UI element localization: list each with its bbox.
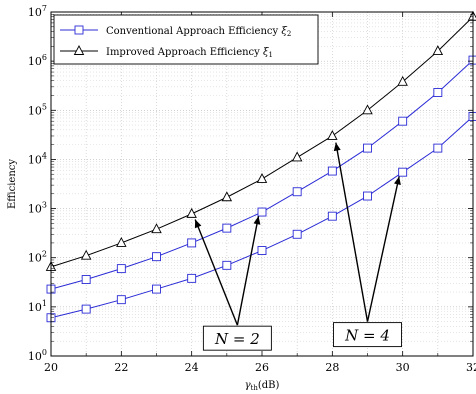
annotation-arrowhead [194,219,202,229]
data-point-2 [467,10,476,21]
data-point-0 [363,191,372,201]
data-point-0 [222,260,232,270]
data-point-0 [116,295,126,305]
legend-marker [74,25,84,35]
annotation-arrow [194,219,239,326]
y-tick-label: 107 [28,4,47,19]
data-point-1 [327,166,337,176]
x-tick-label: 26 [255,361,269,374]
data-point-0 [433,143,443,153]
data-point-1 [222,223,232,233]
data-point-0 [187,273,197,283]
data-point-1 [152,252,161,262]
annotations: N = 2 N = 4 [194,142,402,351]
x-tick-label: 22 [114,361,128,374]
data-point-2 [186,207,197,218]
x-tick-label: 20 [44,361,58,374]
data-point-2 [432,45,444,56]
series-line-0 [50,116,474,319]
annotation-box [202,325,272,351]
y-tick-label: 102 [28,250,47,265]
data-point-1 [398,116,408,126]
legend-marker [73,45,85,55]
x-tick-label: 30 [396,361,410,374]
x-axis-label: γth(dB) [245,380,280,392]
annotation-arrowhead [253,216,261,225]
data-point-1 [187,238,197,248]
y-tick-label: 104 [28,151,47,166]
annotation-arrow [366,176,400,322]
data-point-2 [221,191,233,202]
annotation-label: N = 2 [214,330,260,348]
data-point-0 [327,211,337,221]
annotation-arrowhead [394,176,401,186]
y-tick-label: 103 [28,201,47,216]
x-tick-label: 28 [325,361,339,374]
y-tick-label: 100 [28,348,47,363]
legend-label: Improved Approach Efficiency ξ1 [106,47,273,59]
data-point-1 [116,264,126,274]
data-point-2 [362,104,373,115]
annotation-label: N = 4 [344,327,390,345]
y-tick-label: 101 [28,299,47,314]
data-point-2 [256,173,268,183]
data-point-1 [81,275,91,284]
annotation-arrowhead [333,142,341,152]
data-point-2 [397,75,408,86]
data-point-2 [116,236,127,247]
data-point-0 [152,284,161,294]
annotation-arrow [335,142,369,322]
data-point-1 [363,143,372,153]
legend-box [53,14,319,65]
data-point-2 [327,130,338,140]
x-tick-label: 24 [185,361,199,374]
legend-label: Conventional Approach Efficiency ξ2 [106,26,291,38]
data-point-2 [80,249,92,260]
data-point-1 [257,207,267,217]
data-point-0 [257,246,267,255]
legend: Conventional Approach Efficiency ξ2 Impro… [53,14,319,65]
axes: 20 22 24 26 28 30 32 100 101 102 103 104 105 106 107 γt… [7,4,476,392]
annotation-arrow [236,216,260,326]
series-lines [45,10,476,323]
y-tick-label: 106 [28,53,47,68]
data-point-0 [81,304,91,314]
data-point-2 [151,223,162,234]
data-point-0 [292,229,302,239]
annotation-box [333,322,402,348]
data-point-1 [433,88,443,97]
data-point-1 [292,187,302,197]
y-tick-label: 105 [28,102,47,117]
data-point-2 [291,151,303,162]
data-point-0 [398,167,408,177]
x-tick-label: 32 [466,361,476,374]
y-axis-label: Efficiency [7,159,18,209]
